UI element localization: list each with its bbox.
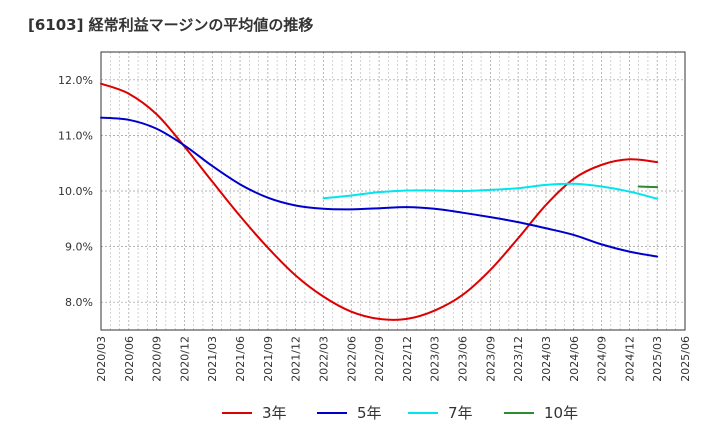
- legend-swatch: [317, 411, 347, 414]
- legend-swatch: [504, 411, 534, 414]
- legend-label: 3年: [262, 404, 287, 422]
- x-tick-label: 2022/12: [401, 336, 414, 382]
- chart-title: [6103] 経常利益マージンの平均値の推移: [28, 16, 314, 34]
- legend-label: 5年: [357, 404, 382, 422]
- x-tick-label: 2025/03: [651, 336, 664, 382]
- legend-swatch: [408, 411, 438, 414]
- x-tick-label: 2022/09: [373, 336, 386, 382]
- x-tick-label: 2022/06: [345, 336, 358, 382]
- series-lines: [100, 82, 659, 321]
- x-tick-label: 2023/12: [512, 336, 525, 382]
- x-tick-label: 2024/03: [540, 336, 553, 382]
- x-tick-label: 2023/09: [484, 336, 497, 382]
- y-tick-label: 12.0%: [58, 74, 93, 87]
- x-tick-label: 2024/06: [568, 336, 581, 382]
- y-tick-label: 11.0%: [58, 129, 93, 142]
- x-tick-label: 2020/03: [95, 336, 108, 382]
- x-tick-label: 2024/12: [623, 336, 636, 382]
- y-tick-label: 10.0%: [58, 185, 93, 198]
- x-tick-label: 2025/06: [679, 336, 692, 382]
- legend-label: 10年: [544, 404, 579, 422]
- legend-item: 10年: [504, 402, 578, 423]
- y-tick-label: 8.0%: [65, 296, 93, 309]
- axes: [100, 51, 686, 331]
- x-tick-label: 2021/03: [206, 336, 219, 382]
- legend-swatch: [222, 411, 252, 414]
- legend-item: 7年: [408, 402, 473, 423]
- series-line-5年: [100, 116, 659, 258]
- x-tick-label: 2020/06: [123, 336, 136, 382]
- x-tick-label: 2021/09: [262, 336, 275, 382]
- x-tick-label: 2020/09: [151, 336, 164, 382]
- series-line-10年: [637, 185, 659, 189]
- x-tick-label: 2023/06: [457, 336, 470, 382]
- x-tick-label: 2022/03: [317, 336, 330, 382]
- legend-item: 3年: [222, 402, 287, 423]
- plot-frame: [100, 51, 686, 331]
- legend-label: 7年: [448, 404, 473, 422]
- x-tick-label: 2023/03: [429, 336, 442, 382]
- y-tick-label: 9.0%: [65, 241, 93, 254]
- series-line-3年: [100, 82, 659, 321]
- x-tick-label: 2020/12: [178, 336, 191, 382]
- legend-item: 5年: [317, 402, 382, 423]
- series-line-7年: [322, 182, 659, 200]
- x-tick-label: 2021/12: [290, 336, 303, 382]
- legend: 3年 5年 7年 10年: [0, 402, 720, 428]
- x-tick-label: 2024/09: [596, 336, 609, 382]
- tick-labels: 8.0% 9.0% 10.0% 11.0% 12.0% 2020/03 2020/06 202…: [58, 74, 692, 382]
- x-tick-label: 2021/06: [234, 336, 247, 382]
